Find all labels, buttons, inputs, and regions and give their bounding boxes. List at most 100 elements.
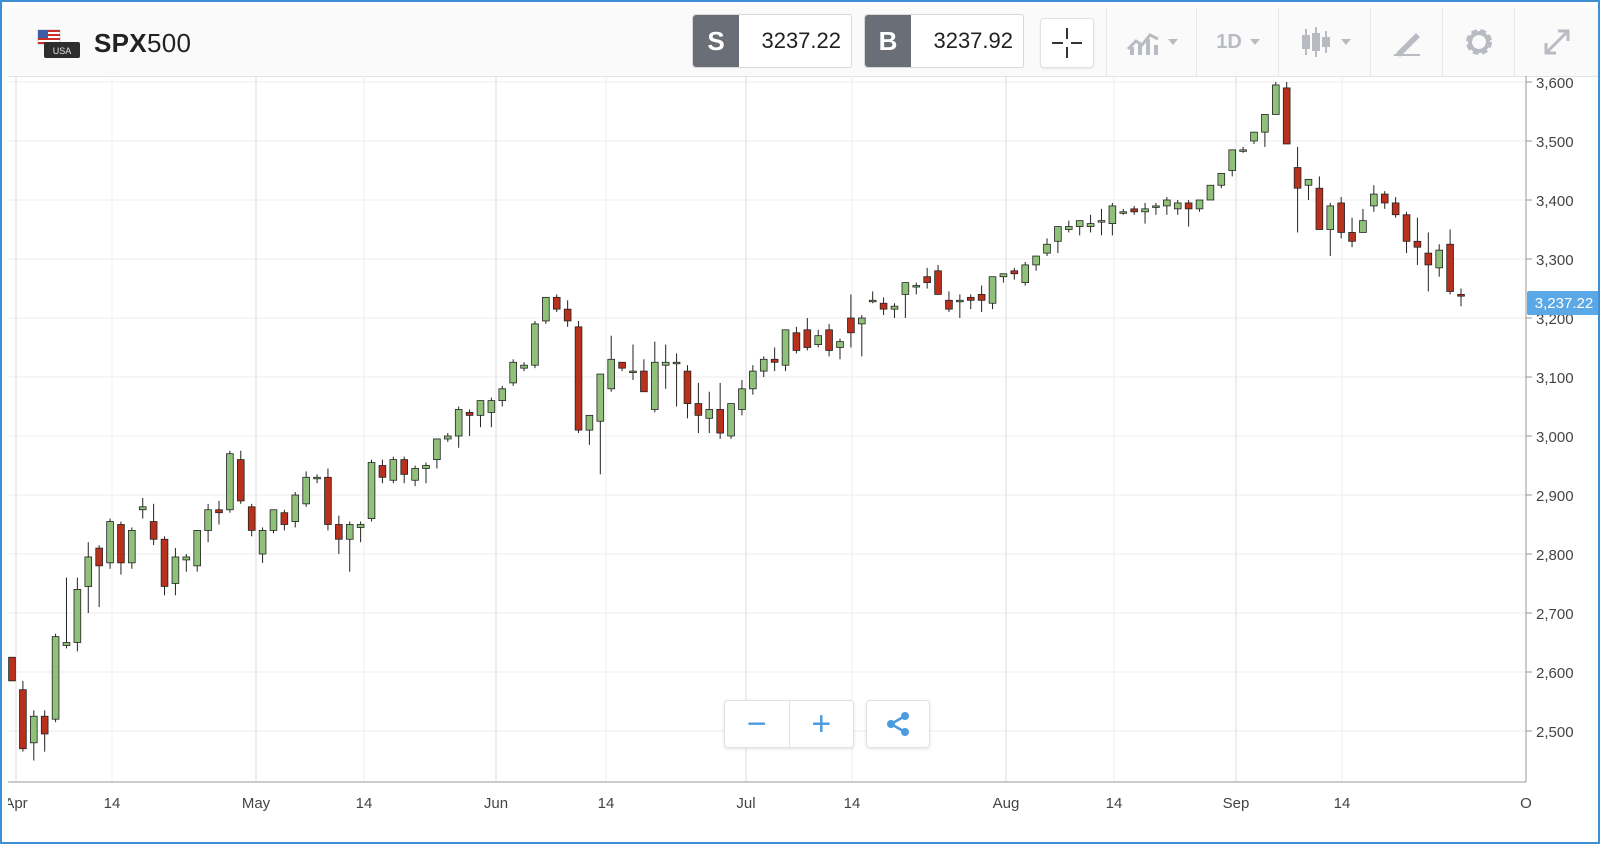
candle-up xyxy=(313,476,321,480)
drawing-tools-button[interactable] xyxy=(1370,8,1443,76)
candle-up xyxy=(1326,205,1335,230)
candle-up xyxy=(912,285,921,288)
chart-type-button[interactable] xyxy=(1278,8,1371,76)
fullscreen-button[interactable] xyxy=(1514,8,1598,76)
candle-up xyxy=(727,403,735,437)
candle-up xyxy=(759,358,768,372)
candle-down xyxy=(934,270,942,295)
candle-down xyxy=(879,302,888,310)
candle-up xyxy=(411,468,419,481)
candlestick-icon xyxy=(1302,27,1330,57)
x-axis: Apr 14 May 14 Jun 14 Jul 14 Aug 14 Sep 14 O xyxy=(8,781,1532,812)
timeframe-dropdown[interactable]: 1D xyxy=(1196,8,1279,76)
candle-up xyxy=(814,335,822,345)
candle-up xyxy=(738,388,746,410)
candle-down xyxy=(1282,87,1291,145)
candle-up xyxy=(1239,149,1247,152)
candle-up xyxy=(988,276,997,304)
candle-up xyxy=(1075,220,1084,227)
last-price-tag: 3,237.22 xyxy=(1527,291,1598,315)
y-tick-label: 2,900 xyxy=(1536,488,1574,505)
indicators-button[interactable] xyxy=(1106,8,1197,76)
chart-grid xyxy=(8,76,1527,782)
candle-down xyxy=(770,358,779,363)
x-tick-label: Aug xyxy=(993,795,1020,812)
candle-up xyxy=(498,388,507,401)
sell-price: 3237.22 xyxy=(761,28,841,53)
candle-down xyxy=(825,329,833,351)
y-tick-label: 3,400 xyxy=(1536,193,1574,210)
zoom-controls: − + xyxy=(724,700,854,748)
candle-up xyxy=(956,299,964,303)
candle-down xyxy=(1402,214,1411,242)
candlestick-chart[interactable]: 3,600 3,500 3,400 3,300 3,200 3,100 3,000 2,900… xyxy=(8,76,1598,840)
x-tick-label: 14 xyxy=(1106,795,1123,812)
chevron-down-icon xyxy=(1249,39,1260,45)
candle-down xyxy=(1337,202,1345,233)
candle-down xyxy=(966,296,975,301)
x-tick-label: Jul xyxy=(736,795,755,812)
candle-down xyxy=(1348,232,1356,242)
candle-up xyxy=(433,438,441,461)
candle-down xyxy=(1293,167,1302,189)
candle-up xyxy=(389,459,398,481)
candle-up xyxy=(1435,249,1443,269)
candle-up xyxy=(672,361,681,365)
candle-up xyxy=(858,317,866,325)
x-tick-label: Jun xyxy=(484,795,508,812)
candle-down xyxy=(237,459,245,502)
candle-up xyxy=(1163,199,1171,207)
buy-price: 3237.92 xyxy=(933,28,1013,53)
candles xyxy=(8,82,1465,761)
candle-up xyxy=(1173,202,1182,210)
candle-up xyxy=(51,636,60,720)
candle-up xyxy=(1261,114,1269,133)
x-tick-label: 14 xyxy=(844,795,861,812)
candle-down xyxy=(574,326,583,431)
candle-up xyxy=(531,323,539,366)
zoom-in-button[interactable]: + xyxy=(811,705,832,743)
sell-price-button[interactable]: S 3237.22 xyxy=(692,14,852,68)
candle-down xyxy=(1413,240,1422,248)
candle-up xyxy=(444,435,452,440)
candle-down xyxy=(792,332,801,351)
chevron-down-icon xyxy=(1168,39,1178,45)
candle-up xyxy=(454,409,463,437)
zoom-out-button[interactable]: − xyxy=(725,701,790,747)
candle-up xyxy=(1119,211,1128,214)
settings-button[interactable] xyxy=(1442,8,1515,76)
candle-down xyxy=(1184,202,1193,210)
candle-up xyxy=(106,521,114,564)
candle-up xyxy=(487,400,496,413)
candle-down xyxy=(640,370,648,393)
x-tick-label: Sep xyxy=(1223,795,1250,812)
candle-up xyxy=(1195,199,1204,210)
candle-up xyxy=(128,529,136,564)
candle-up xyxy=(171,556,180,584)
candle-up xyxy=(1054,226,1062,242)
candle-up xyxy=(999,273,1008,278)
candle-down xyxy=(280,512,289,525)
candle-down xyxy=(247,506,256,531)
share-button[interactable] xyxy=(866,700,930,748)
candle-up xyxy=(1108,205,1117,224)
drawing-icon xyxy=(1394,33,1420,57)
x-tick-label: 14 xyxy=(1334,795,1351,812)
candle-down xyxy=(324,476,332,525)
candle-up xyxy=(1228,149,1236,171)
candle-up xyxy=(1359,220,1367,233)
candle-up xyxy=(1206,184,1215,201)
y-tick-label: 3,000 xyxy=(1536,429,1574,446)
candle-up xyxy=(302,476,310,505)
buy-label: B xyxy=(865,15,911,67)
x-tick-label: May xyxy=(242,795,271,812)
candle-down xyxy=(19,689,27,750)
candle-down xyxy=(8,656,16,682)
candle-up xyxy=(1021,264,1029,283)
crosshair-button[interactable] xyxy=(1040,18,1094,68)
candle-up xyxy=(182,556,191,561)
chart-toolbar: USA SPX500 S 3237.22 B 3237.92 xyxy=(8,8,1598,77)
candle-up xyxy=(73,589,82,643)
buy-price-button[interactable]: B 3237.92 xyxy=(864,14,1024,68)
x-tick-label: Apr xyxy=(8,795,28,812)
